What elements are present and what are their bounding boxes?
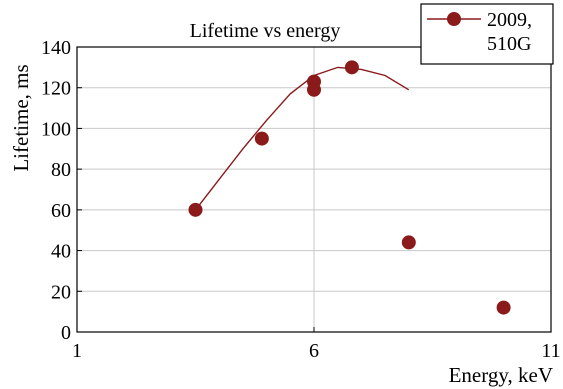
- y-tick-label: 20: [51, 281, 71, 303]
- y-axis-label: Lifetime, ms: [9, 64, 33, 171]
- data-point: [307, 82, 321, 97]
- y-tick-label: 80: [51, 159, 71, 181]
- y-tick-label: 0: [61, 322, 71, 344]
- y-tick-label: 120: [41, 78, 71, 100]
- x-tick-label: 1: [72, 340, 82, 362]
- legend-marker: [447, 12, 461, 26]
- y-tick-label: 140: [41, 37, 71, 59]
- series-layer: [188, 60, 511, 315]
- legend: 2009,510G: [420, 3, 554, 65]
- data-point: [496, 300, 511, 315]
- data-point: [188, 202, 203, 217]
- data-point: [401, 235, 416, 250]
- chart-title: Lifetime vs energy: [190, 20, 341, 42]
- x-axis-label: Energy, keV: [449, 363, 553, 387]
- legend-label: 2009,: [487, 9, 532, 31]
- legend-box: [420, 3, 554, 65]
- y-tick-label: 60: [51, 200, 71, 222]
- series-0: [188, 60, 511, 315]
- x-tick-label: 11: [541, 340, 560, 362]
- x-tick-label: 6: [309, 340, 319, 362]
- series-line: [194, 66, 410, 211]
- axes: 0 20 40 60 80 100 120 140 1 6 11: [41, 37, 561, 362]
- legend-label: 510G: [487, 33, 531, 55]
- data-point: [254, 131, 269, 146]
- data-point: [344, 60, 359, 75]
- y-tick-label: 100: [41, 118, 71, 140]
- y-tick-label: 40: [51, 241, 71, 263]
- legend-entry: 2009,510G: [427, 9, 532, 55]
